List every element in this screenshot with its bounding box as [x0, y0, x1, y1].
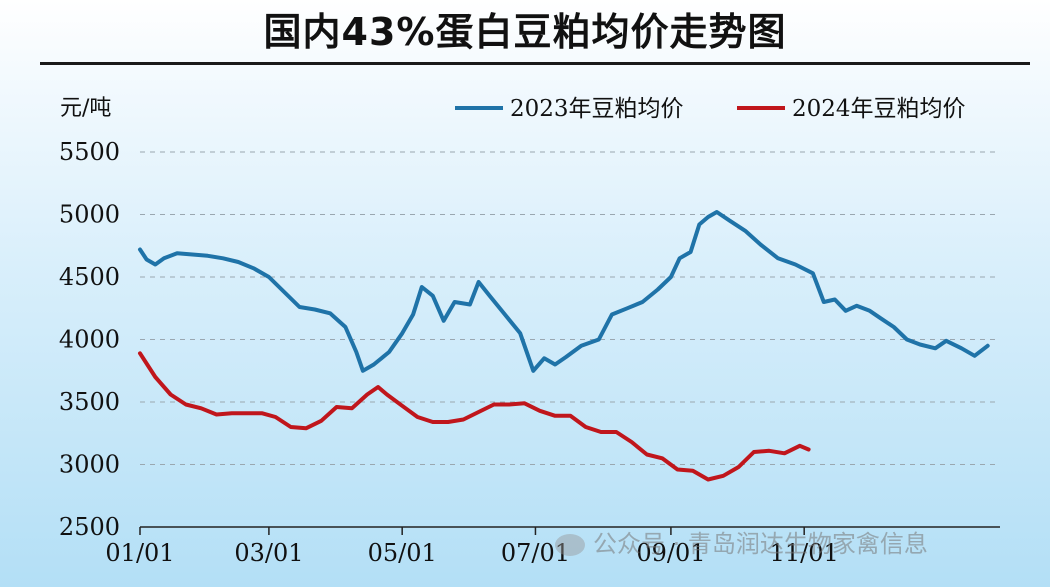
x-tick-label: 11/01 — [770, 539, 839, 567]
series-lines — [138, 210, 990, 482]
legend: 2023年豆粕均价 2024年豆粕均价 — [455, 96, 966, 122]
x-tick-label: 07/01 — [501, 539, 570, 567]
y-tick-label: 5500 — [59, 138, 120, 166]
series-line-1 — [138, 210, 990, 373]
legend-label: 2023年豆粕均价 — [510, 96, 684, 122]
gridlines — [140, 151, 1000, 465]
y-tick-label: 2500 — [59, 513, 120, 541]
wechat-icon — [555, 534, 585, 556]
title-underline — [40, 62, 1030, 65]
y-tick-label: 3500 — [59, 388, 120, 416]
chart-title: 国内43%蛋白豆粕均价走势图 — [263, 10, 787, 54]
y-axis-unit-label: 元/吨 — [60, 96, 112, 121]
watermark: 公众号 · 青岛润达生物家禽信息 — [555, 524, 928, 559]
y-tick-label: 4500 — [59, 263, 120, 291]
y-tick-label: 5000 — [59, 201, 120, 229]
y-tick-label: 3000 — [59, 451, 120, 479]
legend-label: 2024年豆粕均价 — [792, 96, 966, 122]
watermark-text: 公众号 · 青岛润达生物家禽信息 — [593, 530, 928, 558]
x-tick-label: 05/01 — [368, 539, 437, 567]
y-tick-label: 4000 — [59, 326, 120, 354]
x-tick-label: 09/01 — [636, 539, 705, 567]
series-line-2 — [138, 351, 811, 482]
x-tick-label: 01/01 — [105, 539, 174, 567]
x-tick-label: 03/01 — [234, 539, 303, 567]
